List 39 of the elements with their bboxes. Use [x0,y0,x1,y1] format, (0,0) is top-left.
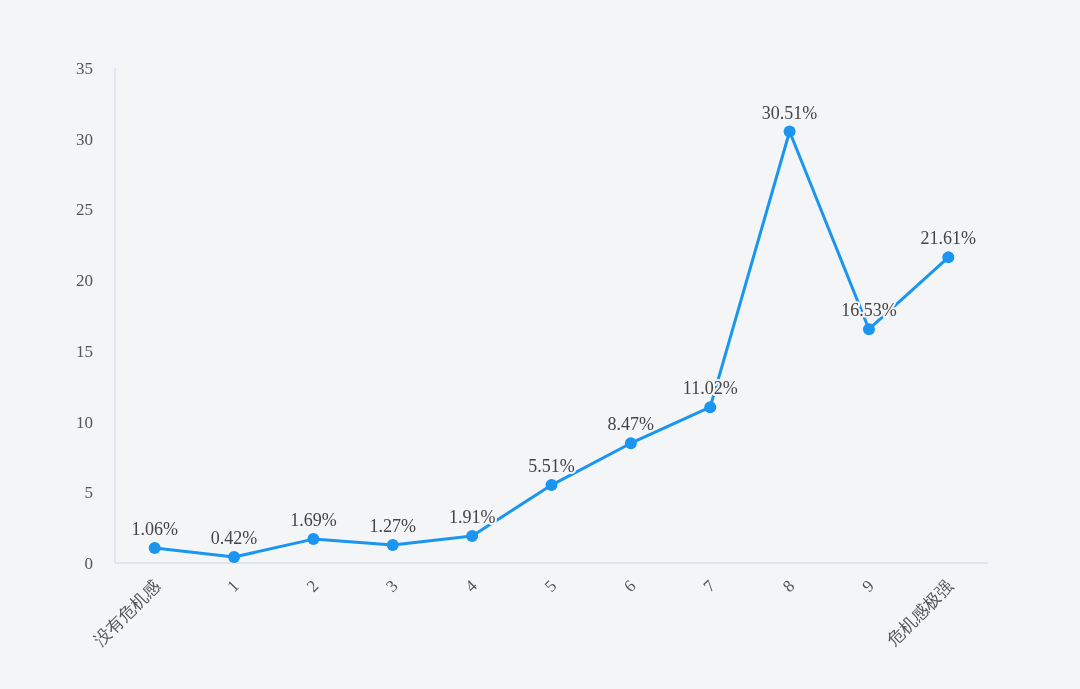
y-tick-label: 30 [76,129,93,149]
data-label: 30.51% [761,102,818,123]
point [783,125,796,138]
x-tick-label: 4 [461,576,482,596]
x-tick-label: 2 [302,576,323,596]
y-tick-label: 25 [76,200,93,220]
data-label: 0.42% [210,528,258,549]
point [942,251,955,264]
x-tick-label: 8 [778,576,799,596]
x-tick-label: 9 [858,576,878,596]
x-tick-label: 7 [699,576,720,596]
y-tick-label: 0 [84,554,93,573]
data-label: 21.61% [920,228,977,249]
x-tick-label: 6 [620,576,640,596]
y-tick-label: 5 [84,483,93,503]
x-tick-label: 危机感极强 [882,575,958,650]
y-tick-label: 20 [76,271,93,291]
point [704,401,717,414]
x-tick-label: 1 [223,576,243,596]
data-label: 8.47% [607,414,655,435]
point [307,533,320,546]
point [148,542,161,555]
y-tick-label: 15 [76,341,93,361]
point [228,551,241,564]
y-tick-label: 10 [76,412,93,432]
data-label: 1.91% [448,506,496,527]
x-tick-label: 没有危机感 [89,575,164,650]
point [624,437,637,450]
x-tick-label: 3 [382,576,402,596]
data-label: 1.27% [369,516,417,537]
y-tick-label: 35 [76,59,93,78]
x-tick-label: 5 [540,576,561,596]
data-label: 1.69% [290,510,337,531]
point [466,529,479,542]
point [862,323,875,336]
data-label: 1.06% [131,519,178,540]
point [545,479,558,492]
point [386,539,399,552]
data-label: 5.51% [528,456,575,477]
